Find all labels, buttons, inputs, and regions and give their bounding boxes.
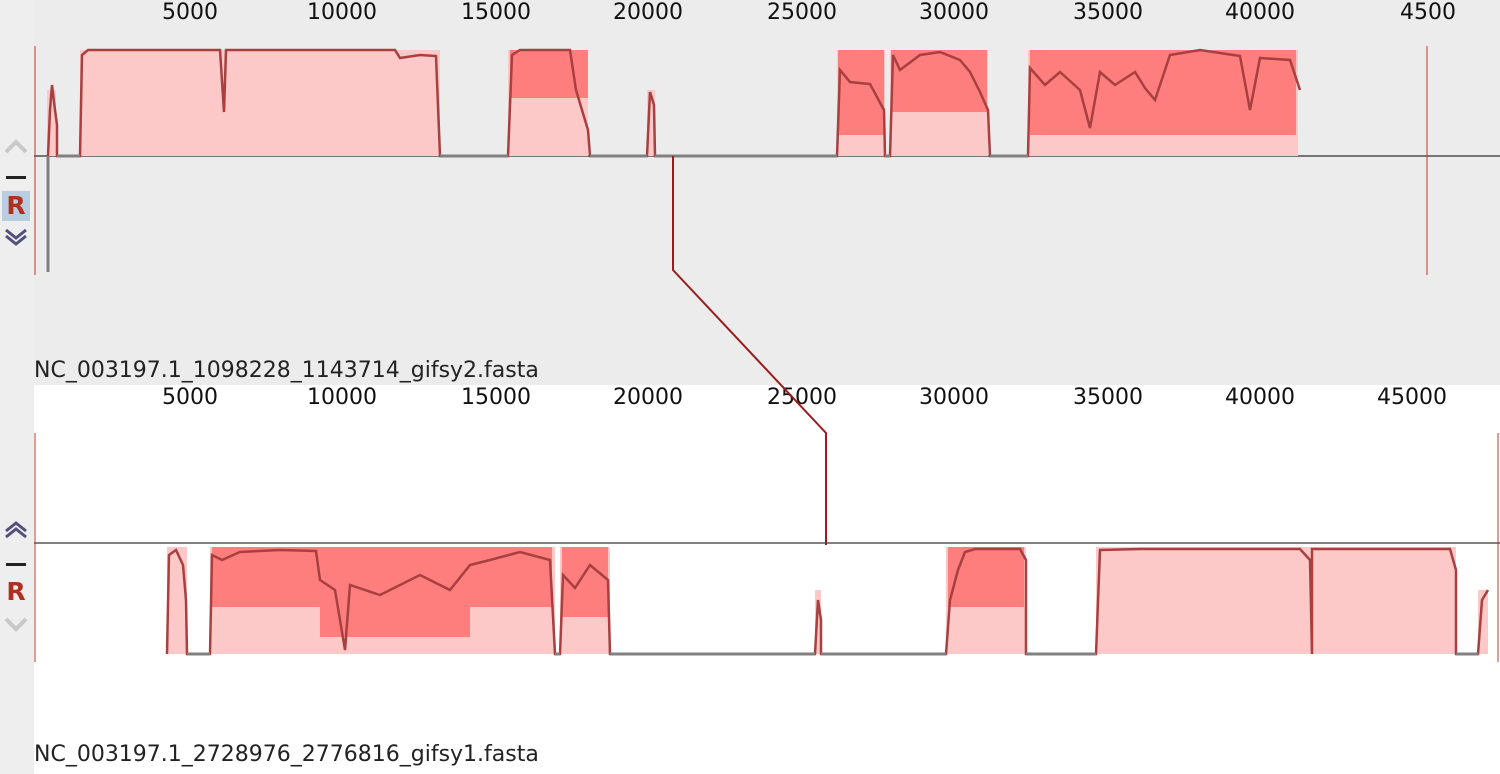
track-controls-sidebar: R (0, 0, 34, 385)
ruler-tick-label: 4500 (1400, 0, 1456, 25)
ruler-tick-label: 40000 (1225, 0, 1295, 25)
variation-bars (212, 547, 1024, 637)
similarity-profile-line (165, 547, 1490, 656)
chevron-up-icon[interactable] (2, 136, 30, 156)
ruler-tick-label: 25000 (767, 385, 837, 410)
ruler-tick-label: 5000 (162, 0, 218, 25)
ruler-tick-label: 40000 (1225, 385, 1295, 410)
ruler-tick-label: 15000 (461, 0, 531, 25)
ruler-tick-label: 35000 (1073, 385, 1143, 410)
ruler-tick-label: 10000 (307, 385, 377, 410)
sequence-name-label: NC_003197.1_2728976_2776816_gifsy1.fasta (34, 742, 539, 767)
ruler-tick-label: 20000 (613, 0, 683, 25)
coordinate-ruler: 5000 10000 15000 20000 25000 30000 35000… (34, 0, 1500, 40)
reverse-button[interactable]: R (6, 577, 26, 606)
sequence-name-label: NC_003197.1_1098228_1143714_gifsy2.fasta (34, 358, 539, 383)
minus-icon[interactable] (6, 563, 26, 566)
block-connector-line (672, 156, 827, 545)
ruler-tick-label: 10000 (307, 0, 377, 25)
ruler-tick-label: 20000 (613, 385, 683, 410)
coordinate-ruler: 5000 10000 15000 20000 25000 30000 35000… (34, 385, 1500, 425)
ruler-tick-label: 30000 (919, 0, 989, 25)
variation-bars (510, 50, 1296, 135)
ruler-tick-label: 30000 (919, 385, 989, 410)
minus-icon[interactable] (6, 176, 26, 179)
chevron-down-icon[interactable] (2, 615, 30, 635)
ruler-tick-label: 5000 (162, 385, 218, 410)
chevron-up-icon[interactable] (2, 521, 30, 541)
reverse-button[interactable]: R (2, 191, 30, 221)
track-controls-sidebar: R (0, 385, 34, 774)
ruler-tick-label: 35000 (1073, 0, 1143, 25)
similarity-profile-line (46, 48, 1302, 270)
chevron-down-icon[interactable] (2, 226, 30, 248)
no-similarity-baseline (46, 154, 1028, 272)
ruler-tick-label: 15000 (461, 385, 531, 410)
ruler-tick-label: 45000 (1377, 385, 1447, 410)
ruler-tick-label: 25000 (767, 0, 837, 25)
